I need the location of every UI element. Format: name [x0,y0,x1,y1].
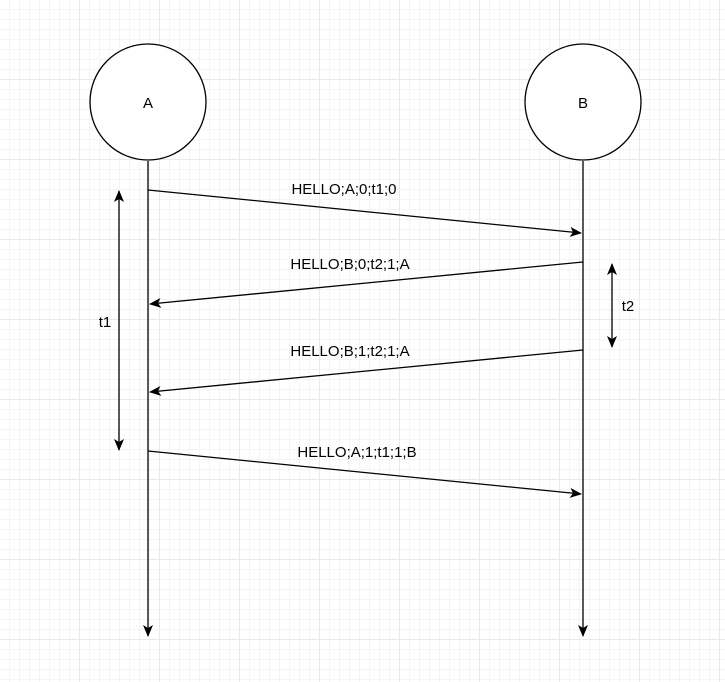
message-1-label: HELLO;A;0;t1;0 [291,181,396,198]
message-2: HELLO;B;0;t2;1;A [149,256,584,308]
node-b: B [524,43,642,161]
node-a: A [89,43,207,161]
message-4-label: HELLO;A;1;t1;1;B [297,444,416,461]
interval-t2: t2 [607,263,635,348]
message-4: HELLO;A;1;t1;1;B [147,444,582,498]
message-3: HELLO;B;1;t2;1;A [149,343,584,396]
message-2-label: HELLO;B;0;t2;1;A [290,256,409,273]
node-a-label: A [143,95,153,112]
interval-t1: t1 [99,190,124,451]
interval-t1-label: t1 [99,314,112,331]
interval-t2-label: t2 [622,298,635,315]
message-3-label: HELLO;B;1;t2;1;A [290,343,409,360]
message-1: HELLO;A;0;t1;0 [147,181,582,237]
node-b-label: B [578,95,588,112]
